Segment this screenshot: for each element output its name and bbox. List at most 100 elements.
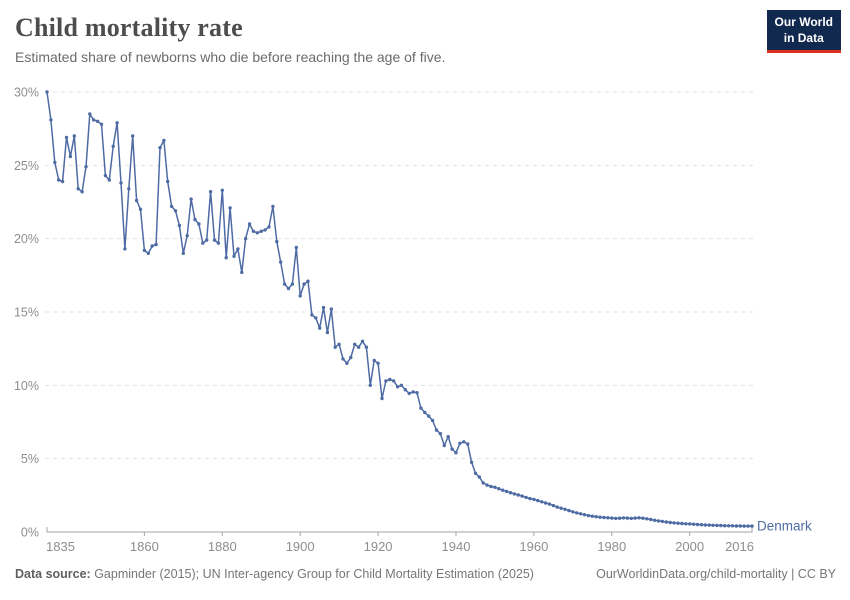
data-point [255, 231, 259, 235]
data-point [746, 524, 750, 528]
data-point [493, 485, 497, 489]
data-point [356, 345, 361, 349]
data-point [571, 510, 575, 514]
data-point [263, 228, 267, 232]
data-point [314, 316, 318, 320]
data-point [368, 383, 372, 387]
data-point [664, 520, 668, 524]
data-point [80, 190, 84, 194]
data-point [504, 489, 509, 494]
data-point [582, 513, 587, 517]
data-point [95, 119, 100, 124]
data-point [688, 522, 692, 526]
data-point [699, 523, 704, 527]
chart-footer: Data source: Gapminder (2015); UN Inter-… [15, 567, 836, 581]
data-point [415, 391, 419, 395]
data-point [197, 222, 201, 226]
data-point [376, 361, 380, 365]
chart-canvas[interactable]: 0% 5% 10% 15% 20% 25% 30% 1835 1860 1880 1900 1920 1… [0, 0, 850, 560]
data-point [243, 237, 248, 241]
data-point [481, 481, 485, 485]
data-point [123, 247, 127, 251]
data-point [208, 190, 213, 194]
data-point [333, 345, 337, 349]
license-label: | CC BY [787, 567, 836, 581]
data-point [629, 516, 633, 521]
data-point [212, 238, 217, 242]
data-point [134, 198, 139, 203]
data-point [551, 503, 556, 508]
y-tick-label: 20% [14, 232, 39, 246]
data-point [485, 483, 489, 487]
data-point [442, 443, 446, 448]
data-point [454, 451, 458, 455]
y-tick-label: 10% [14, 379, 39, 393]
data-point [434, 428, 439, 432]
data-point [750, 524, 754, 528]
data-point [302, 282, 306, 286]
data-point [501, 488, 505, 492]
data-point [76, 187, 80, 191]
data-point [150, 244, 154, 248]
data-point [590, 514, 594, 518]
data-point [310, 313, 314, 317]
data-point [345, 361, 349, 365]
x-tick-label: 1880 [208, 539, 237, 554]
data-point [224, 256, 228, 260]
data-point [107, 178, 112, 182]
data-point [738, 524, 742, 528]
data-point [578, 512, 583, 516]
owid-logo[interactable]: Our World in Data [766, 10, 841, 54]
data-point [92, 118, 96, 122]
data-point [742, 524, 746, 528]
data-source-label: Data source: [15, 567, 91, 581]
entity-label-denmark[interactable]: Denmark [757, 519, 812, 534]
data-point [154, 242, 158, 247]
x-tick-label: 2000 [675, 539, 704, 554]
data-point [419, 406, 423, 410]
x-tick-label: 1920 [364, 539, 393, 554]
data-point [395, 385, 400, 389]
data-point [372, 358, 376, 363]
data-point [53, 160, 57, 165]
data-point [547, 502, 552, 506]
owid-url-link[interactable]: OurWorldinData.org/child-mortality [596, 567, 788, 581]
data-point [602, 515, 606, 520]
data-point [364, 345, 369, 349]
y-tick-label: 15% [14, 306, 39, 320]
data-point [57, 178, 61, 182]
data-point [232, 254, 236, 258]
data-point [131, 134, 135, 138]
data-point [399, 383, 404, 387]
data-point [532, 497, 536, 502]
x-tick-label: 1960 [519, 539, 548, 554]
data-point [703, 523, 707, 527]
y-tick-label: 30% [14, 86, 39, 100]
data-point [84, 165, 88, 169]
data-line-denmark [46, 91, 753, 527]
data-point [567, 508, 571, 513]
data-point [594, 515, 598, 519]
data-point [349, 355, 353, 360]
footer-right: OurWorldinData.org/child-mortality | CC … [596, 567, 836, 581]
data-point [458, 441, 462, 445]
x-tick-label: 1900 [286, 539, 315, 554]
data-point [360, 339, 365, 343]
page-title: Child mortality rate [15, 13, 243, 42]
data-point [512, 492, 517, 496]
data-point [520, 494, 524, 498]
data-point [598, 515, 602, 519]
data-point [430, 418, 435, 423]
data-point [489, 484, 493, 489]
x-tick-label: 1860 [130, 539, 159, 554]
data-point [450, 447, 454, 451]
data-point [691, 522, 696, 526]
data-point [473, 471, 478, 475]
data-point [652, 518, 657, 522]
data-point [220, 188, 224, 192]
data-point [99, 122, 104, 127]
x-tick-label: 1835 [46, 539, 75, 554]
data-point [216, 241, 221, 245]
data-point [286, 286, 291, 291]
data-point [298, 294, 302, 298]
